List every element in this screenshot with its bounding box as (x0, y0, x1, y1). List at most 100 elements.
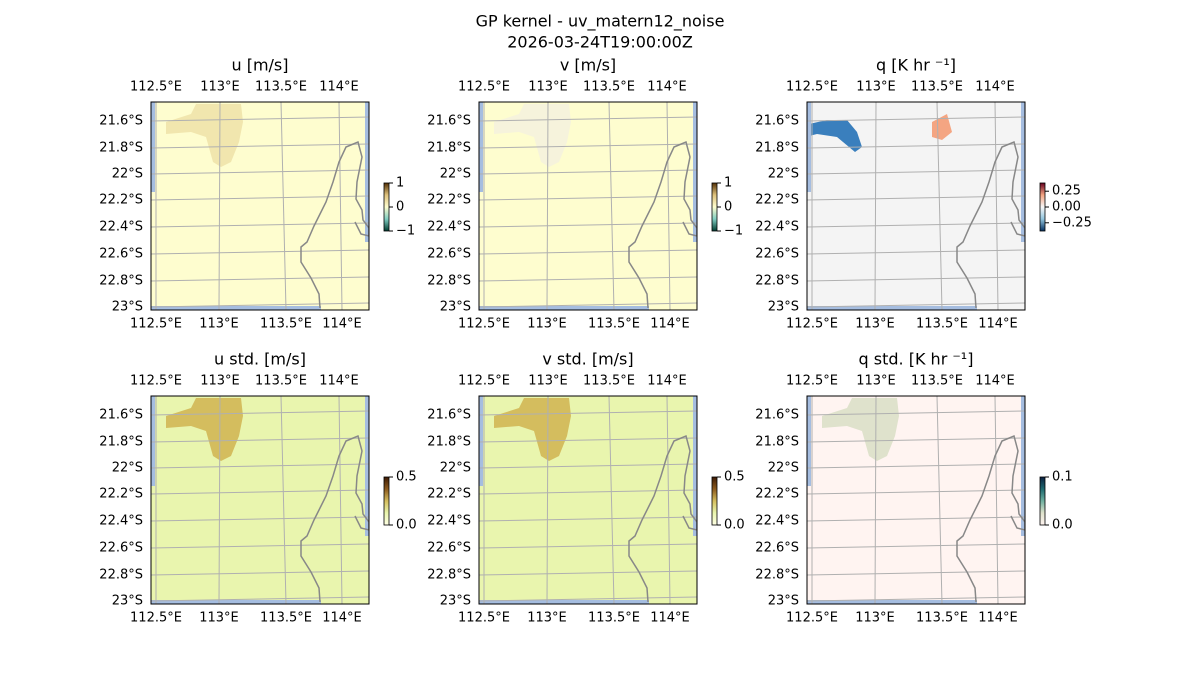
colorbar-tick-label: 0.0 (724, 518, 745, 533)
grid-line (807, 463, 1025, 469)
ocean-edge (693, 396, 697, 536)
grid-line (807, 437, 1025, 443)
colorbar-tick-label: −1 (724, 224, 743, 239)
lat-label: 22.6°S (99, 247, 143, 262)
grid-line (151, 410, 369, 416)
lon-label: 112.5°E (786, 611, 838, 626)
grid-line (338, 102, 343, 310)
lat-label: 22.2°S (427, 193, 471, 208)
ocean-edge (807, 306, 977, 310)
map-panel: q [K hr ⁻¹] 112.5°E 112.5°E 113°E 113°E 113.5… (755, 56, 1092, 332)
grid-line (280, 396, 287, 604)
coastline (300, 434, 369, 603)
colorbar-tick-label: 0 (724, 200, 732, 215)
lon-label: 114°E (650, 611, 690, 626)
grid-line (151, 463, 369, 469)
lon-label: 114°E (319, 374, 359, 389)
lat-label: 21.6°S (99, 408, 143, 423)
grid-line (479, 222, 697, 228)
lat-label: 22°S (768, 167, 799, 182)
lat-label: 22.6°S (755, 541, 799, 556)
grid-line (874, 102, 877, 310)
grid-line (479, 489, 697, 495)
lon-label: 113°E (528, 374, 568, 389)
grid-line (151, 516, 369, 522)
lat-label: 21.8°S (755, 435, 799, 450)
lat-label: 22.8°S (427, 274, 471, 289)
lat-label: 22.4°S (99, 514, 143, 529)
ocean-edge (479, 102, 483, 192)
grid-line (807, 195, 1025, 201)
lon-label: 114°E (322, 317, 362, 332)
grid-line (807, 302, 1025, 308)
lon-label: 113°E (855, 317, 895, 332)
grid-line (479, 437, 697, 443)
grid-line (479, 249, 697, 255)
grid-line (151, 249, 369, 255)
map-frame (478, 101, 698, 311)
colorbar-tick-label: −1 (396, 224, 415, 239)
lat-label: 22.4°S (99, 220, 143, 235)
grid-line (151, 570, 369, 576)
grid-line (218, 396, 221, 604)
grid-line (994, 102, 999, 310)
lon-label: 112.5°E (458, 611, 510, 626)
lon-label: 112.5°E (786, 80, 838, 95)
lon-label: 112.5°E (458, 317, 510, 332)
lat-label: 23°S (112, 594, 143, 609)
lat-label: 23°S (112, 300, 143, 315)
ocean-edge (479, 306, 649, 310)
lon-label: 113°E (856, 374, 896, 389)
panel-title: v std. [m/s] (542, 350, 633, 369)
lat-label: 23°S (768, 300, 799, 315)
lat-label: 23°S (440, 300, 471, 315)
ocean-edge (807, 600, 977, 604)
panel-title: u std. [m/s] (214, 350, 306, 369)
lat-label: 22.4°S (755, 514, 799, 529)
lat-label: 22.2°S (755, 487, 799, 502)
grid-line (280, 102, 287, 310)
grid-line (936, 396, 943, 604)
grid-line (151, 195, 369, 201)
grid-line (807, 543, 1025, 549)
lat-label: 22.8°S (99, 274, 143, 289)
lat-label: 22.6°S (427, 541, 471, 556)
lon-label: 112.5°E (130, 317, 182, 332)
lon-label: 113°E (855, 611, 895, 626)
grid-line (874, 396, 877, 604)
grid-line (479, 195, 697, 201)
grid-line (807, 222, 1025, 228)
lat-label: 21.8°S (427, 435, 471, 450)
lat-label: 22.6°S (427, 247, 471, 262)
panel-title: q [K hr ⁻¹] (876, 56, 956, 75)
lat-label: 22°S (112, 461, 143, 476)
lat-label: 22.8°S (99, 568, 143, 583)
grid-line (807, 489, 1025, 495)
colorbar-tick-label: 0 (396, 200, 404, 215)
lat-label: 22.8°S (427, 568, 471, 583)
lon-label: 114°E (647, 80, 687, 95)
lat-label: 22°S (112, 167, 143, 182)
lon-label: 114°E (319, 80, 359, 95)
colorbar-tick-label: 0.0 (396, 518, 417, 533)
lon-label: 114°E (650, 317, 690, 332)
colorbar (383, 182, 390, 232)
lon-label: 113.5°E (583, 80, 635, 95)
lat-label: 22°S (440, 461, 471, 476)
lon-label: 114°E (975, 80, 1015, 95)
grid-line (151, 302, 369, 308)
lon-label: 112.5°E (130, 611, 182, 626)
grid-line (807, 116, 1025, 122)
colorbar (711, 476, 718, 526)
lat-label: 22.4°S (427, 220, 471, 235)
coastline (300, 140, 369, 309)
ocean-edge (365, 102, 369, 242)
grid-line (479, 596, 697, 602)
colorbar-tick-label: 0.1 (1052, 470, 1073, 485)
lat-label: 21.8°S (755, 141, 799, 156)
lon-label: 113.5°E (260, 611, 312, 626)
lat-label: 21.6°S (99, 114, 143, 129)
field (479, 396, 697, 604)
lat-label: 21.8°S (99, 435, 143, 450)
